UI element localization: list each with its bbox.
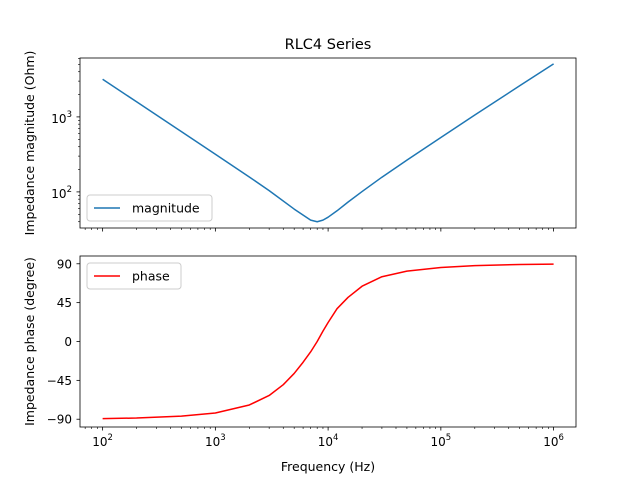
x-tick-label-exponent: 6 bbox=[559, 433, 564, 443]
y-tick-label: 90 bbox=[57, 257, 72, 271]
x-tick-label-base: 10 bbox=[92, 435, 107, 449]
x-tick-label-base: 10 bbox=[431, 435, 446, 449]
legend-entry: phase bbox=[132, 269, 170, 284]
y-axis-label: Impedance phase (degree) bbox=[22, 257, 37, 426]
x-tick-label-exponent: 4 bbox=[333, 433, 338, 443]
legend-entry: magnitude bbox=[132, 201, 200, 216]
x-tick-label-exponent: 3 bbox=[220, 433, 225, 443]
x-tick-label-exponent: 2 bbox=[108, 433, 113, 443]
x-tick-label-base: 10 bbox=[318, 435, 333, 449]
x-tick-label-base: 10 bbox=[543, 435, 558, 449]
x-tick-label: 106 bbox=[543, 433, 564, 449]
y-tick-label: 0 bbox=[64, 335, 72, 349]
x-tick-label: 104 bbox=[318, 433, 339, 449]
phase-line bbox=[102, 263, 554, 420]
x-tick-label-exponent: 5 bbox=[446, 433, 451, 443]
x-tick-label: 103 bbox=[205, 433, 226, 449]
y-tick-label-base: 10 bbox=[51, 187, 66, 201]
legend-box bbox=[86, 262, 182, 290]
y-tick-label-exponent: 2 bbox=[67, 185, 72, 195]
magnitude-line bbox=[102, 63, 555, 223]
y-axis-label: Impedance magnitude (Ohm) bbox=[22, 51, 37, 236]
chart-title: RLC4 Series bbox=[285, 37, 372, 53]
legend: phase bbox=[86, 262, 182, 290]
y-tick-label-exponent: 3 bbox=[67, 110, 72, 120]
y-tick-label: −45 bbox=[47, 374, 72, 388]
y-tick-label-base: 10 bbox=[51, 112, 66, 126]
x-tick-label: 105 bbox=[431, 433, 452, 449]
y-tick-label: −90 bbox=[47, 413, 72, 427]
legend-box bbox=[86, 194, 213, 222]
y-tick-label: 102 bbox=[51, 185, 72, 201]
x-axis-label: Frequency (Hz) bbox=[281, 459, 375, 474]
x-tick-label-base: 10 bbox=[205, 435, 220, 449]
legend: magnitude bbox=[86, 194, 213, 222]
y-tick-label: 103 bbox=[51, 110, 72, 126]
y-tick-label: 45 bbox=[57, 296, 72, 310]
x-tick-label: 102 bbox=[92, 433, 113, 449]
